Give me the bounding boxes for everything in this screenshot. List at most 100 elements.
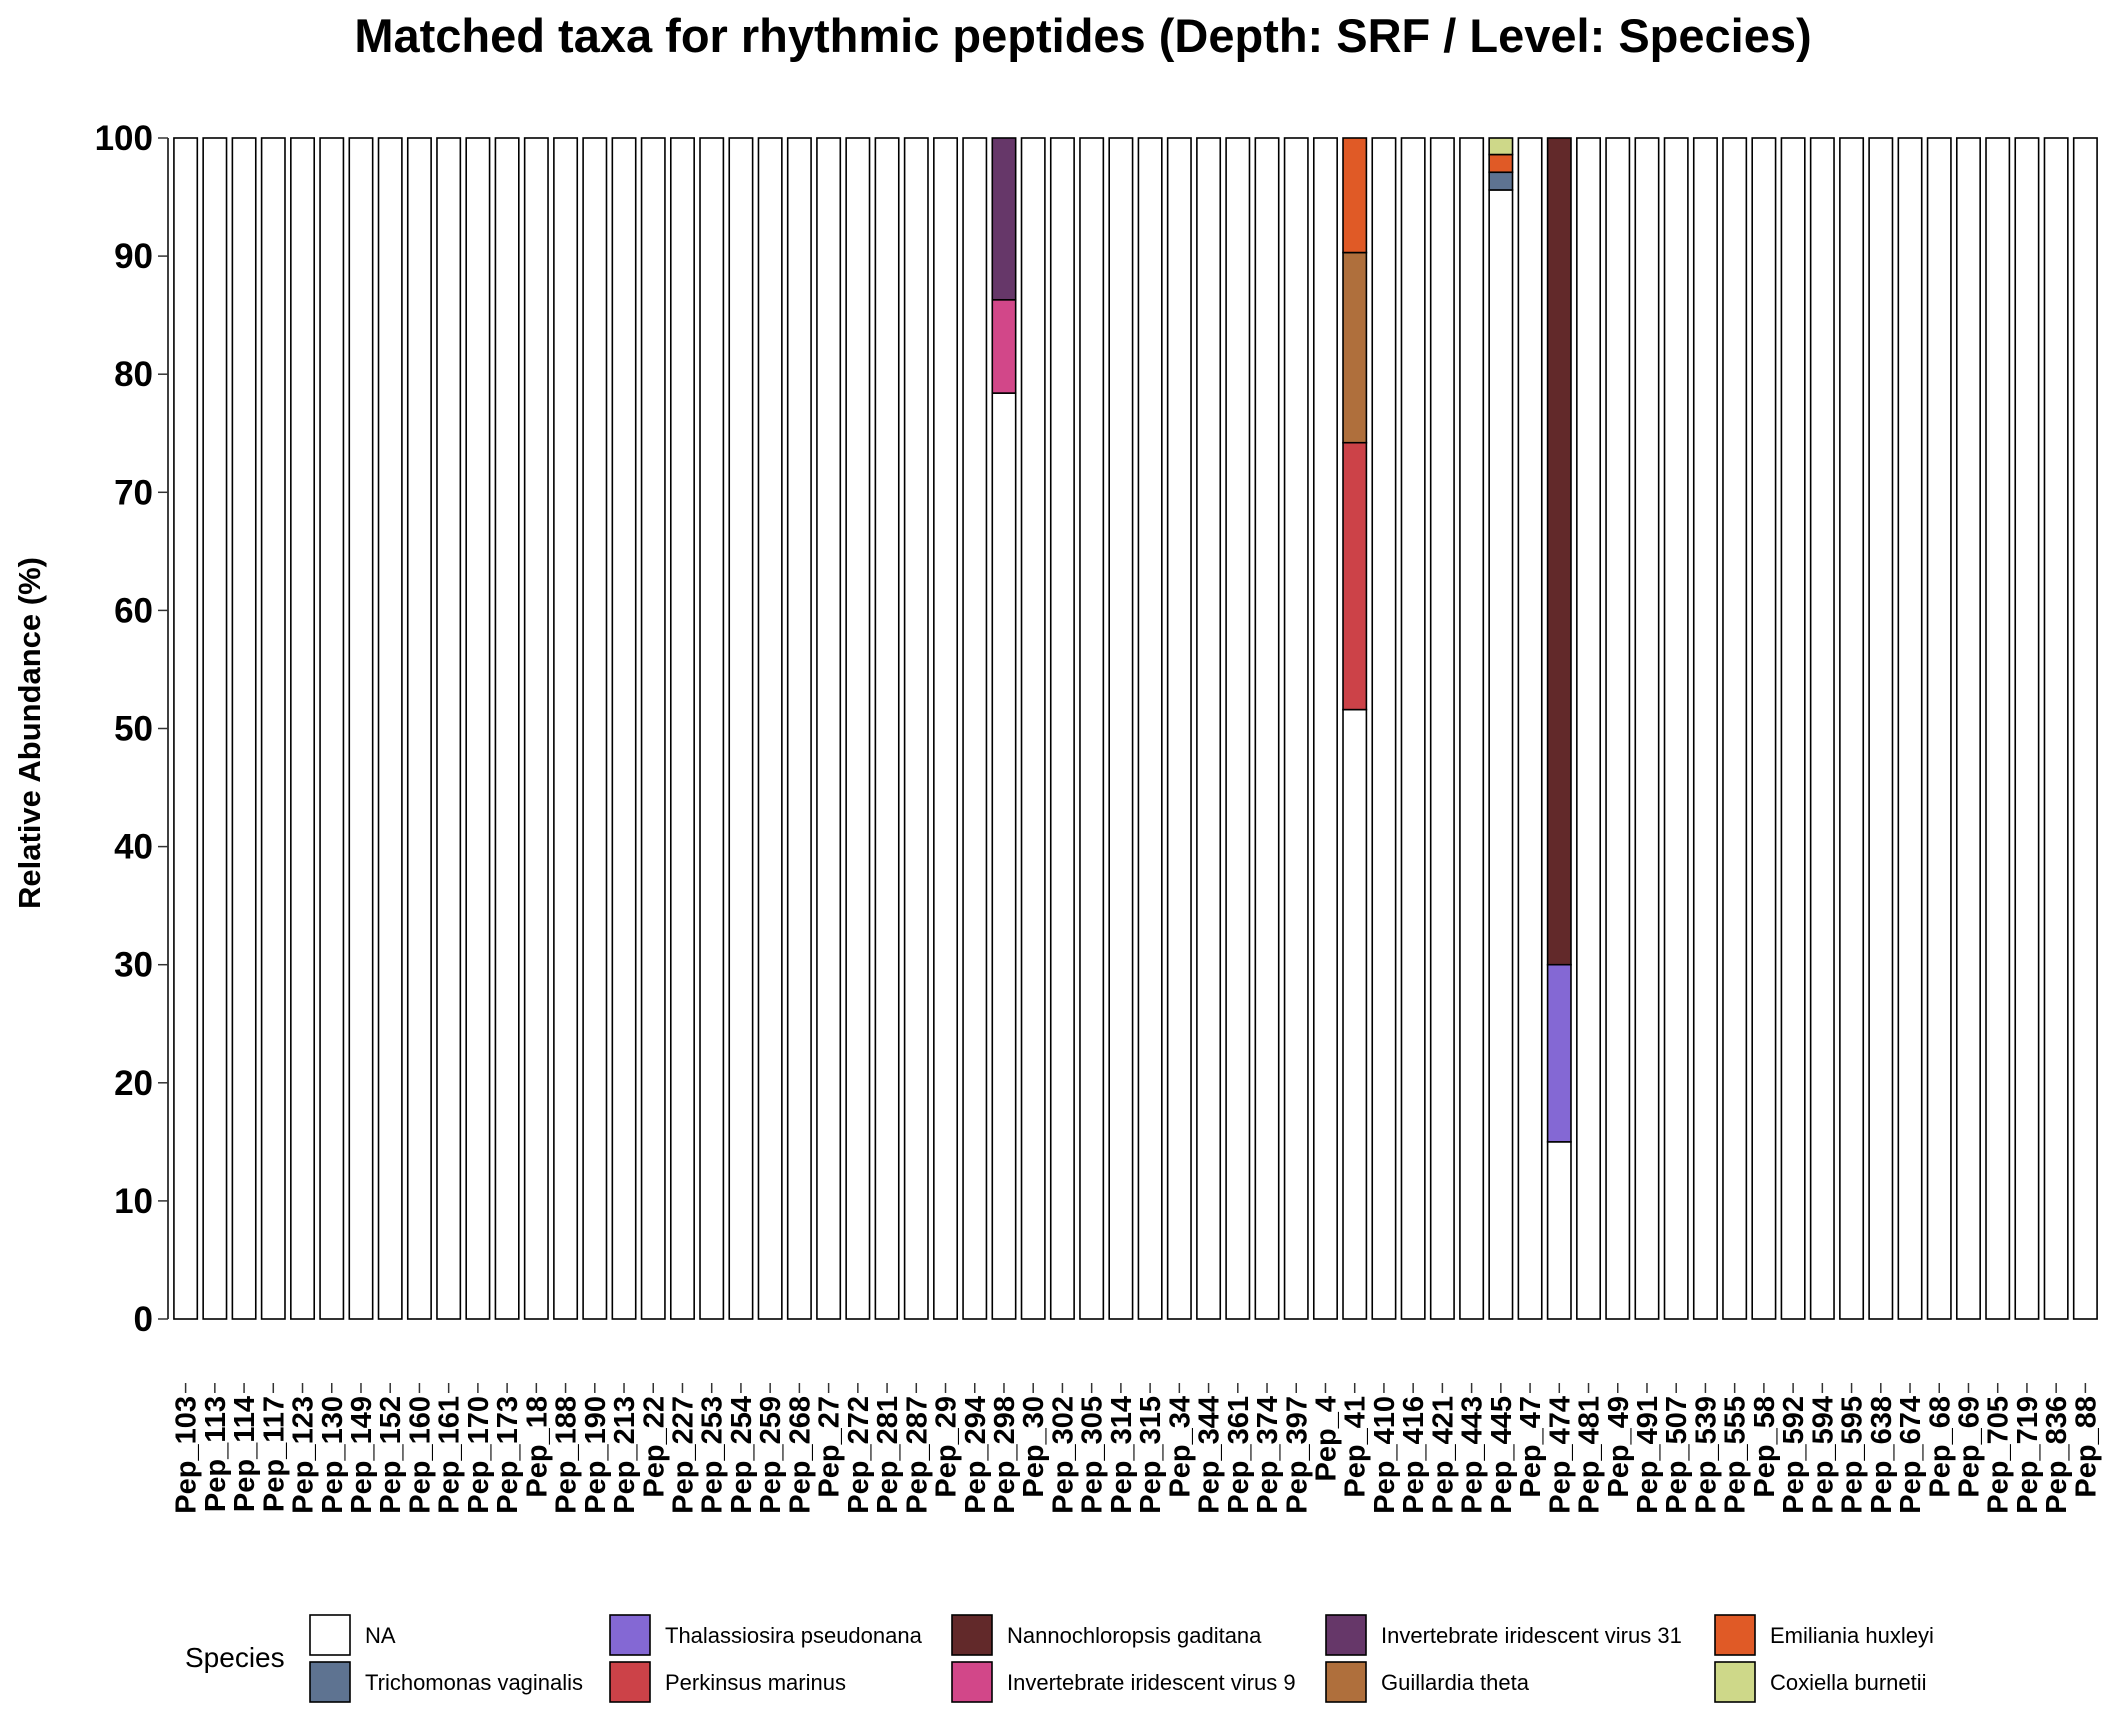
x-tick-label: Pep_34 (1164, 1396, 1196, 1498)
bar-segment (1049, 137, 1075, 1320)
bar-pep-160 (406, 137, 432, 1320)
x-tick-label: Pep_160 (404, 1396, 436, 1514)
legend-label: Trichomonas vaginalis (365, 1670, 583, 1695)
x-tick-label: Pep_302 (1047, 1396, 1079, 1514)
bar-pep-594 (1809, 137, 1835, 1320)
bar-segment (1488, 189, 1514, 1320)
bar-pep-302 (1049, 137, 1075, 1320)
bar-segment (1488, 171, 1514, 191)
bar-segment (173, 137, 199, 1320)
bar-pep-474 (1546, 137, 1572, 1320)
y-tick-label: 90 (114, 237, 153, 276)
bar-pep-103 (173, 137, 199, 1320)
bar-pep-305 (1079, 137, 1105, 1320)
bar-pep-213 (611, 137, 637, 1320)
bar-segment (436, 137, 462, 1320)
x-tick-label: Pep_254 (726, 1396, 758, 1514)
bar-segment (1459, 137, 1485, 1320)
bar-segment (1546, 963, 1572, 1143)
bar-pep-638 (1868, 137, 1894, 1320)
x-tick-label: Pep_188 (551, 1396, 583, 1514)
bar-segment (1955, 137, 1981, 1320)
bars-group (173, 137, 2098, 1320)
bar-pep-298 (991, 137, 1017, 1320)
bar-segment (1342, 137, 1368, 254)
x-tick-label: Pep_491 (1632, 1396, 1664, 1514)
bar-segment (1780, 137, 1806, 1320)
bar-pep-539 (1692, 137, 1718, 1320)
bar-pep-68 (1926, 137, 1952, 1320)
legend-swatch (951, 1661, 993, 1703)
bar-pep-445 (1488, 137, 1514, 1320)
bar-pep-123 (290, 137, 316, 1320)
bar-segment (1400, 137, 1426, 1320)
x-tick-label: Pep_18 (521, 1396, 553, 1498)
bar-segment (1751, 137, 1777, 1320)
bar-segment (611, 137, 637, 1320)
x-tick-label: Pep_173 (492, 1396, 524, 1514)
bar-pep-4 (1312, 137, 1338, 1320)
bar-pep-481 (1576, 137, 1602, 1320)
bar-segment (1809, 137, 1835, 1320)
bar-segment (1254, 137, 1280, 1320)
bar-segment (1985, 137, 2011, 1320)
y-tick-label: 50 (114, 710, 153, 749)
bar-pep-18 (523, 137, 549, 1320)
x-tick-label: Pep_555 (1720, 1396, 1752, 1514)
x-tick-label: Pep_314 (1106, 1396, 1138, 1514)
x-tick-label: Pep_443 (1457, 1396, 1489, 1514)
x-tick-label: Pep_69 (1953, 1396, 1985, 1498)
bar-segment (202, 137, 228, 1320)
bar-pep-227 (669, 137, 695, 1320)
x-tick-label: Pep_474 (1544, 1396, 1576, 1514)
bar-segment (1225, 137, 1251, 1320)
bar-pep-344 (1196, 137, 1222, 1320)
bar-segment (786, 137, 812, 1320)
bar-pep-287 (903, 137, 929, 1320)
bar-segment (406, 137, 432, 1320)
bar-pep-47 (1517, 137, 1543, 1320)
bar-segment (903, 137, 929, 1320)
x-tick-label: Pep_445 (1486, 1396, 1518, 1514)
x-tick-label: Pep_674 (1895, 1396, 1927, 1514)
bar-segment (1108, 137, 1134, 1320)
bar-segment (2043, 137, 2069, 1320)
bar-pep-361 (1225, 137, 1251, 1320)
bar-segment (699, 137, 725, 1320)
y-tick-label: 80 (114, 355, 153, 394)
x-tick-label: Pep_344 (1194, 1396, 1226, 1514)
bar-pep-88 (2072, 137, 2098, 1320)
x-tick-label: Pep_47 (1515, 1396, 1547, 1498)
x-tick-label: Pep_4 (1310, 1396, 1342, 1481)
bar-segment (465, 137, 491, 1320)
x-tick-label: Pep_123 (288, 1396, 320, 1514)
legend: Species NA Trichomonas vaginalis Thalassio… (185, 1614, 1934, 1703)
y-tick-label: 60 (114, 591, 153, 630)
bar-segment (260, 137, 286, 1320)
bar-segment (1839, 137, 1865, 1320)
bar-segment (377, 137, 403, 1320)
bar-segment (991, 298, 1017, 394)
bar-pep-113 (202, 137, 228, 1320)
bar-segment (1283, 137, 1309, 1320)
bar-segment (1166, 137, 1192, 1320)
bar-pep-268 (786, 137, 812, 1320)
bar-segment (1429, 137, 1455, 1320)
legend-item: Thalassiosira pseudonana (609, 1614, 923, 1656)
legend-item: NA (309, 1614, 396, 1656)
y-axis: 0 10 20 30 40 50 60 70 80 90 100 (95, 119, 169, 1339)
bar-pep-705 (1985, 137, 2011, 1320)
x-tick-label: Pep_58 (1749, 1396, 1781, 1498)
bar-pep-130 (319, 137, 345, 1320)
x-tick-label: Pep_539 (1690, 1396, 1722, 1514)
x-tick-label: Pep_397 (1281, 1396, 1313, 1514)
legend-swatch (1325, 1661, 1367, 1703)
bar-pep-34 (1166, 137, 1192, 1320)
bar-segment (640, 137, 666, 1320)
legend-label: Thalassiosira pseudonana (665, 1623, 923, 1648)
x-tick-label: Pep_149 (346, 1396, 378, 1514)
bar-segment (1312, 137, 1338, 1320)
bar-pep-315 (1137, 137, 1163, 1320)
bar-segment (1868, 137, 1894, 1320)
